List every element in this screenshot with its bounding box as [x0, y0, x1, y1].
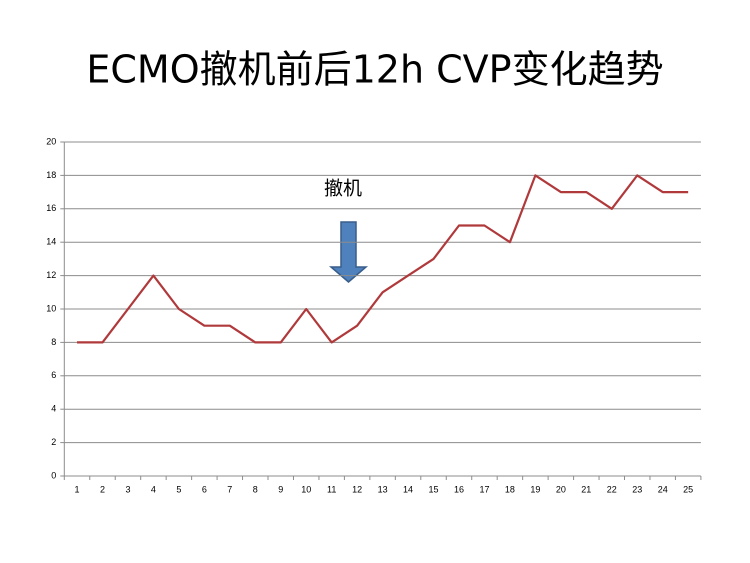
- x-tick-label: 22: [607, 484, 617, 494]
- x-tick-label: 2: [100, 484, 105, 494]
- x-tick-label: 1: [75, 484, 80, 494]
- y-tick-label: 2: [51, 437, 56, 447]
- y-tick-label: 12: [46, 270, 56, 280]
- x-tick-label: 19: [530, 484, 540, 494]
- annotation: 撤机: [324, 178, 362, 200]
- x-tick-label: 16: [454, 484, 464, 494]
- y-tick-label: 6: [51, 370, 56, 380]
- x-tick-label: 18: [505, 484, 515, 494]
- x-tick-label: 9: [278, 484, 283, 494]
- x-tick-label: 15: [429, 484, 439, 494]
- y-tick-label: 14: [46, 237, 56, 247]
- annotation-arrow: [328, 221, 369, 283]
- y-tick-label: 4: [51, 404, 56, 414]
- x-tick-label: 10: [301, 484, 311, 494]
- x-tick-label: 20: [556, 484, 566, 494]
- x-tick-label: 4: [151, 484, 156, 494]
- y-tick-label: 20: [46, 136, 56, 146]
- x-tick-label: 25: [683, 484, 693, 494]
- x-tick-label: 6: [202, 484, 207, 494]
- x-tick-label: 24: [658, 484, 668, 494]
- x-tick-label: 23: [632, 484, 642, 494]
- x-tick-label: 3: [125, 484, 130, 494]
- y-tick-label: 8: [51, 337, 56, 347]
- x-tick-label: 7: [227, 484, 232, 494]
- y-tick-label: 18: [46, 170, 56, 180]
- x-tick-label: 12: [352, 484, 362, 494]
- series-line: [77, 174, 689, 344]
- x-tick-label: 17: [479, 484, 489, 494]
- x-tick-label: 5: [176, 484, 181, 494]
- x-tick-label: 14: [403, 484, 413, 494]
- x-tick-label: 13: [378, 484, 388, 494]
- x-tick-label: 8: [253, 484, 258, 494]
- chart-title: ECMO撤机前后12h CVP变化趋势: [86, 48, 663, 92]
- y-tick-label: 0: [51, 470, 56, 480]
- x-tick-label: 21: [581, 484, 591, 494]
- x-tick-label: 11: [327, 484, 336, 494]
- y-tick-label: 10: [46, 303, 56, 313]
- y-tick-label: 16: [46, 203, 56, 213]
